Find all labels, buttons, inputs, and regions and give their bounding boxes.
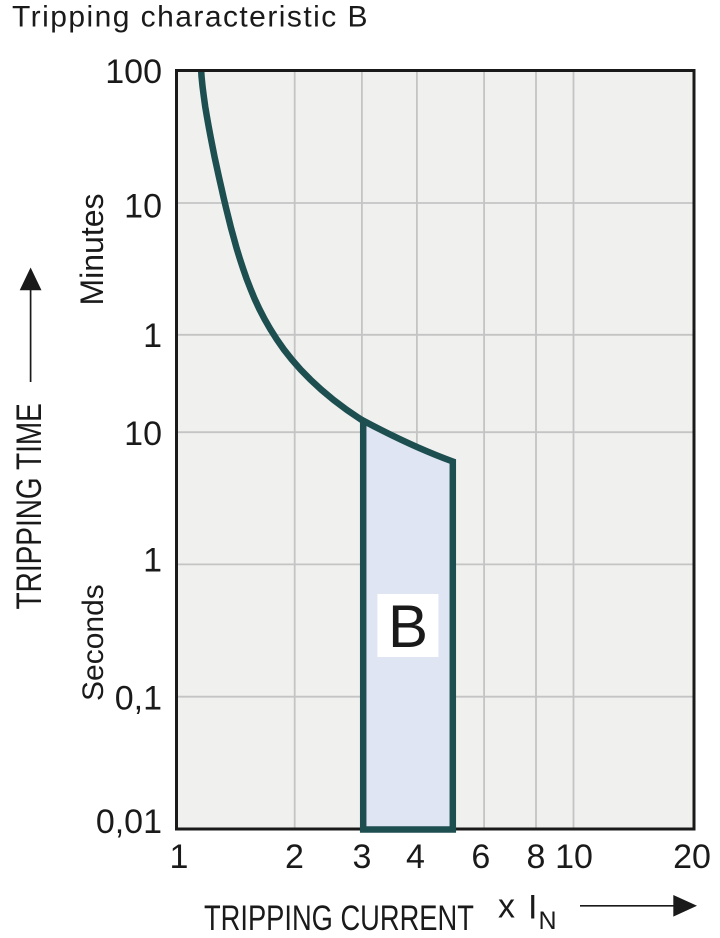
svg-text:1: 1 (143, 542, 162, 580)
svg-text:TRIPPING TIME: TRIPPING TIME (9, 403, 49, 609)
svg-text:I: I (528, 889, 537, 927)
svg-text:10: 10 (124, 188, 162, 226)
svg-text:8: 8 (527, 838, 546, 876)
svg-text:100: 100 (105, 53, 162, 91)
svg-text:20: 20 (673, 838, 711, 876)
svg-text:Tripping characteristic B: Tripping characteristic B (12, 1, 369, 34)
svg-text:x: x (498, 888, 515, 926)
svg-text:Minutes: Minutes (74, 193, 110, 305)
svg-text:0,01: 0,01 (96, 803, 162, 841)
svg-text:3: 3 (353, 838, 372, 876)
svg-text:B: B (388, 593, 428, 660)
svg-text:1: 1 (143, 317, 162, 355)
svg-text:N: N (539, 907, 557, 935)
svg-text:10: 10 (555, 838, 593, 876)
svg-text:6: 6 (471, 838, 490, 876)
svg-text:Seconds: Seconds (77, 584, 110, 701)
svg-text:4: 4 (406, 838, 425, 876)
svg-text:0,1: 0,1 (115, 680, 162, 718)
svg-text:2: 2 (285, 838, 304, 876)
svg-text:1: 1 (170, 838, 189, 876)
svg-text:10: 10 (124, 415, 162, 453)
svg-text:TRIPPING CURRENT: TRIPPING CURRENT (204, 899, 474, 938)
